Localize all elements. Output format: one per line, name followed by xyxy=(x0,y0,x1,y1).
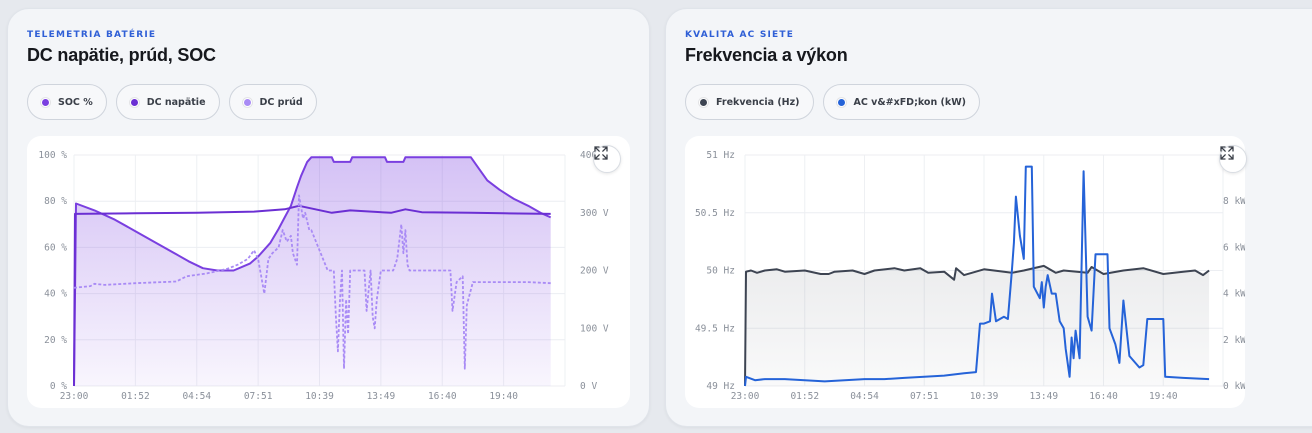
legend-swatch-icon xyxy=(41,97,50,107)
legend-swatch-icon xyxy=(242,97,252,107)
expand-chart-button[interactable] xyxy=(593,145,621,173)
x-tick-label: 04:54 xyxy=(182,391,211,402)
legend-item-soc[interactable]: SOC % xyxy=(27,84,107,120)
x-tick-label: 07:51 xyxy=(244,391,273,402)
y-left-tick-label: 49 Hz xyxy=(706,381,735,392)
y-left-tick-label: 50.5 Hz xyxy=(695,208,735,219)
battery-chart: 0 % 20 % 40 % 60 % 80 % 100 % 0 V 100 V 200 V 300… xyxy=(38,150,609,402)
card-eyebrow: TELEMETRIA BATÉRIE xyxy=(27,30,157,40)
x-tick-label: 01:52 xyxy=(790,391,819,402)
y-left-tick-label: 49.5 Hz xyxy=(695,323,735,334)
legend-item-dc-current[interactable]: DC prúd xyxy=(228,84,317,120)
y-right-tick-label: 300 V xyxy=(580,208,609,219)
y-right-tick-label: 6 kW xyxy=(1223,242,1245,253)
series-line-2 xyxy=(73,194,551,370)
legend-item-ac-power[interactable]: AC v&#xFD;kon (kW) xyxy=(822,84,981,120)
battery-chart-area: 0 % 20 % 40 % 60 % 80 % 100 % 0 V 100 V 200 V 300… xyxy=(27,136,630,408)
x-tick-label: 04:54 xyxy=(850,391,879,402)
card-title: DC napätie, prúd, SOC xyxy=(27,45,216,65)
ac-chart: 49 Hz 49.5 Hz 50 Hz 50.5 Hz 51 Hz 0 kW 2 kW 4 k… xyxy=(695,150,1245,402)
x-tick-label: 10:39 xyxy=(970,391,999,402)
y-left-tick-label: 60 % xyxy=(44,242,67,253)
x-tick-label: 19:40 xyxy=(1149,391,1178,402)
x-tick-label: 23:00 xyxy=(60,391,89,402)
x-tick-label: 16:40 xyxy=(428,391,457,402)
legend-label: SOC % xyxy=(58,96,93,108)
x-tick-label: 13:49 xyxy=(367,391,396,402)
expand-chart-button[interactable] xyxy=(1219,145,1247,173)
series-line-0 xyxy=(73,156,552,387)
y-right-tick-label: 8 kW xyxy=(1223,196,1245,207)
y-left-tick-label: 50 Hz xyxy=(706,266,735,277)
legend-label: DC prúd xyxy=(259,96,303,108)
series-area-0 xyxy=(74,157,551,386)
series-line-1 xyxy=(744,165,1210,387)
legend-item-dc-voltage[interactable]: DC napätie xyxy=(115,84,220,120)
legend-label: AC v&#xFD;kon (kW) xyxy=(853,96,967,108)
legend-swatch-icon xyxy=(836,97,846,107)
y-left-tick-label: 0 % xyxy=(50,381,67,392)
x-tick-label: 16:40 xyxy=(1089,391,1118,402)
y-right-tick-label: 0 V xyxy=(580,381,597,392)
y-left-tick-label: 51 Hz xyxy=(706,150,735,161)
y-right-tick-label: 2 kW xyxy=(1223,335,1245,346)
battery-telemetry-card: TELEMETRIA BATÉRIE DC napätie, prúd, SOC… xyxy=(7,8,650,427)
y-right-tick-label: 100 V xyxy=(580,323,609,334)
x-tick-label: 01:52 xyxy=(121,391,150,402)
x-tick-label: 23:00 xyxy=(731,391,760,402)
legend-item-frequency[interactable]: Frekvencia (Hz) xyxy=(685,84,814,120)
expand-icon xyxy=(1220,146,1234,160)
legend-label: DC napätie xyxy=(146,96,206,108)
card-eyebrow: KVALITA AC SIETE xyxy=(685,30,795,40)
ac-chart-area: 49 Hz 49.5 Hz 50 Hz 50.5 Hz 51 Hz 0 kW 2 kW 4 k… xyxy=(685,136,1247,408)
x-tick-label: 10:39 xyxy=(305,391,334,402)
y-right-tick-label: 200 V xyxy=(580,266,609,277)
y-left-tick-label: 80 % xyxy=(44,196,67,207)
y-left-tick-label: 40 % xyxy=(44,289,67,300)
legend-swatch-icon xyxy=(699,97,708,107)
chart-legend: SOC % DC napätie DC prúd xyxy=(27,84,317,120)
x-tick-label: 13:49 xyxy=(1029,391,1058,402)
series-line-0 xyxy=(744,264,1210,387)
legend-label: Frekvencia (Hz) xyxy=(716,96,800,108)
expand-icon xyxy=(594,146,608,160)
y-right-tick-label: 4 kW xyxy=(1223,289,1245,300)
y-left-tick-label: 20 % xyxy=(44,335,67,346)
series-line-1 xyxy=(73,204,551,387)
y-right-tick-label: 0 kW xyxy=(1223,381,1245,392)
x-tick-label: 19:40 xyxy=(489,391,518,402)
chart-legend: Frekvencia (Hz) AC v&#xFD;kon (kW) xyxy=(685,84,981,120)
y-left-tick-label: 100 % xyxy=(38,150,67,161)
ac-quality-card: KVALITA AC SIETE Frekvencia a výkon Frek… xyxy=(665,8,1312,427)
legend-swatch-icon xyxy=(129,97,139,107)
card-title: Frekvencia a výkon xyxy=(685,45,848,65)
x-tick-label: 07:51 xyxy=(910,391,939,402)
